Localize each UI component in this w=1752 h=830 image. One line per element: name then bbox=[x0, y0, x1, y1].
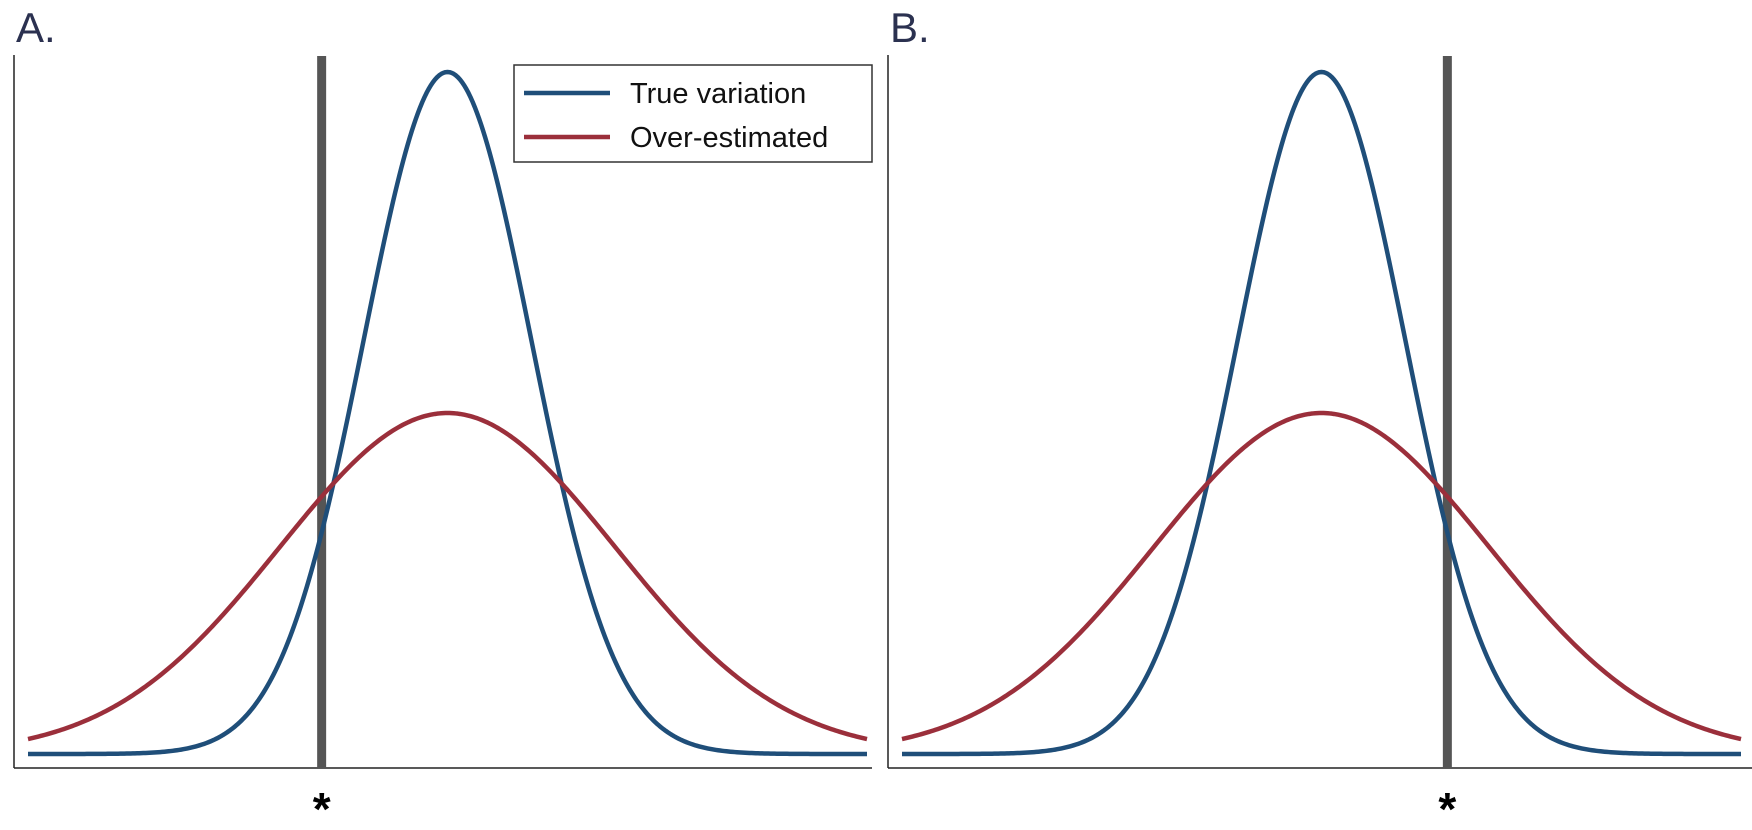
panel-a: A. * True variation Over-estimated bbox=[13, 4, 873, 830]
series-line-over-estimated bbox=[901, 410, 1742, 742]
panel-b-plot-area bbox=[901, 56, 1742, 768]
series-line-true-variation bbox=[27, 69, 868, 757]
panel-a-label: A. bbox=[16, 4, 56, 51]
legend-label-over-estimated: Over-estimated bbox=[630, 122, 828, 154]
legend-box bbox=[513, 64, 873, 163]
series-line-true-variation bbox=[901, 69, 1742, 757]
panel-a-plot-area bbox=[27, 56, 868, 768]
legend: True variation Over-estimated bbox=[513, 64, 873, 163]
panel-a-marker-label: * bbox=[313, 783, 331, 830]
series-line-over-estimated bbox=[27, 410, 868, 742]
panel-b-label: B. bbox=[890, 4, 930, 51]
panel-b: B. * bbox=[887, 4, 1752, 830]
panel-b-marker-label: * bbox=[1438, 783, 1456, 830]
legend-label-true-variation: True variation bbox=[630, 78, 806, 110]
